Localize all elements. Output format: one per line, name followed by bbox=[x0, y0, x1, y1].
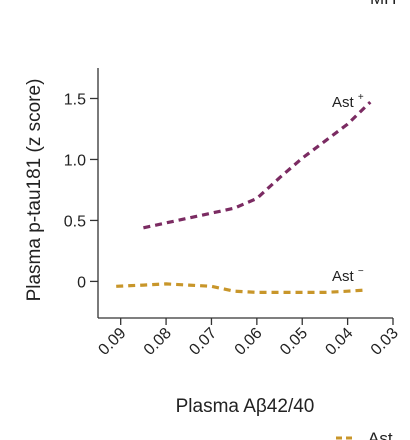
y-tick-label: 0.5 bbox=[64, 213, 86, 230]
x-tick-label: 0.08 bbox=[141, 325, 175, 359]
series-label-ast-negative: Ast − bbox=[332, 266, 364, 285]
x-tick-label: 0.09 bbox=[95, 325, 129, 359]
series-line-ast-negative bbox=[116, 282, 366, 294]
y-axis-title: Plasma p-tau181 (z score) bbox=[24, 79, 45, 302]
series-label-ast-negative-sup: − bbox=[358, 266, 364, 277]
x-tick-label: 0.05 bbox=[277, 325, 311, 359]
y-tick-label: 1.0 bbox=[64, 152, 86, 169]
x-axis-title: Plasma Aβ42/40 bbox=[176, 396, 315, 417]
x-ticks: 0.09 0.08 0.07 0.06 0.05 0.04 0.03 bbox=[95, 318, 402, 359]
cut-text-bottom-right: Ast bbox=[368, 429, 393, 440]
series-label-ast-positive-name: Ast bbox=[332, 94, 355, 111]
y-ticks: 0 0.5 1.0 1.5 bbox=[64, 91, 98, 291]
cut-text-top-right: MH bbox=[370, 0, 396, 8]
x-axis: 0.09 0.08 0.07 0.06 0.05 0.04 0.03 bbox=[95, 317, 402, 359]
x-tick-label: 0.03 bbox=[368, 325, 402, 359]
series-line-ast-positive bbox=[143, 100, 372, 230]
series-layer bbox=[116, 100, 372, 294]
x-tick-label: 0.04 bbox=[322, 325, 356, 359]
y-tick-label: 1.5 bbox=[64, 91, 86, 108]
y-axis: 0 0.5 1.0 1.5 bbox=[64, 68, 99, 318]
x-tick-label: 0.07 bbox=[186, 325, 220, 359]
series-label-ast-positive: Ast + bbox=[332, 92, 364, 111]
y-tick-label: 0 bbox=[77, 274, 86, 291]
x-tick-label: 0.06 bbox=[232, 325, 266, 359]
series-label-ast-positive-sup: + bbox=[358, 92, 364, 103]
series-label-ast-negative-name: Ast bbox=[332, 268, 355, 285]
